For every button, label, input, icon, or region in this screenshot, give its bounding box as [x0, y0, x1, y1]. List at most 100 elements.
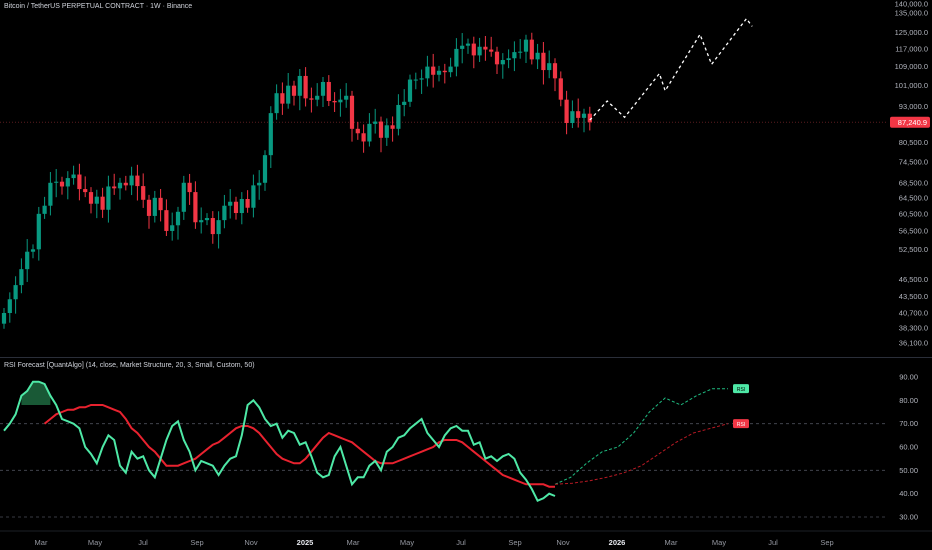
candle-body	[199, 220, 204, 223]
time-axis-label: Mar	[35, 538, 48, 547]
candle	[436, 65, 442, 82]
rsi-ma-forecast-line	[554, 423, 729, 485]
candle-body	[239, 199, 244, 214]
candle-body	[396, 104, 401, 129]
candle-body	[36, 213, 41, 250]
time-axis[interactable]: Mar May Jul Sep Nov 2025 Mar May Jul Sep Nov 2026 Ma…	[0, 530, 932, 547]
candle-body	[407, 79, 413, 102]
candle-body	[257, 182, 262, 186]
candle-body	[425, 66, 430, 79]
candle-body	[71, 174, 76, 179]
candle	[251, 174, 256, 218]
candle	[349, 90, 355, 142]
candle	[48, 172, 53, 216]
candle	[88, 187, 94, 214]
price-tick-label: 43,500.0	[899, 292, 928, 301]
rsi-ma-line	[43, 404, 555, 488]
candle	[100, 187, 105, 218]
candle-body	[552, 63, 558, 79]
rsi-line	[3, 380, 556, 502]
candle	[500, 53, 505, 79]
candle-body	[30, 249, 36, 252]
candle-body	[419, 78, 424, 80]
candle	[512, 41, 517, 72]
candle	[204, 213, 210, 226]
candle-body	[291, 85, 297, 96]
candle	[402, 89, 407, 117]
price-tick-label: 38,300.0	[899, 324, 928, 333]
candle	[54, 169, 59, 198]
candle-body	[460, 45, 465, 49]
candle	[529, 32, 534, 65]
candle	[558, 71, 563, 107]
candle-body	[158, 197, 163, 211]
candle-body	[564, 99, 569, 123]
candle-body	[320, 81, 326, 96]
candle	[344, 83, 349, 108]
candle	[210, 211, 215, 244]
price-pane[interactable]	[0, 17, 888, 329]
candle	[587, 106, 592, 131]
candle	[570, 100, 575, 129]
candle-body	[245, 199, 250, 208]
pane-divider[interactable]	[0, 357, 932, 358]
candle	[123, 175, 128, 191]
rsi-tick-label: 70.00	[899, 419, 918, 428]
time-axis-label: Sep	[820, 538, 833, 547]
rsi-tick-label: 40.00	[899, 489, 918, 498]
rsi-tick-label: 30.00	[899, 513, 918, 522]
time-axis-label: May	[400, 538, 414, 547]
candle-body	[19, 269, 24, 286]
candle-body	[541, 52, 546, 71]
ma-forecast-badge-label: RSI	[737, 422, 745, 428]
candle-body	[349, 95, 355, 129]
candle-body	[1, 313, 7, 324]
candle	[268, 106, 273, 168]
candle	[152, 190, 157, 223]
candle-body	[378, 121, 384, 138]
rsi-axis[interactable]: 30.00 40.00 50.00 60.00 70.00 80.00 90.00	[899, 373, 918, 522]
candle	[228, 189, 233, 219]
candle	[216, 211, 221, 249]
candle-body	[361, 133, 366, 142]
candle-body	[373, 121, 378, 124]
candle	[59, 176, 65, 195]
time-axis-label: Mar	[665, 538, 678, 547]
candle	[361, 124, 366, 153]
candle-body	[94, 196, 99, 204]
candle-body	[286, 85, 291, 104]
candle	[460, 33, 465, 64]
candle	[442, 63, 447, 84]
candle-body	[489, 49, 494, 52]
candle-body	[570, 111, 575, 123]
candle-body	[535, 52, 540, 60]
candle	[384, 118, 389, 146]
candle	[199, 207, 204, 234]
candle	[106, 175, 111, 223]
price-tick-label: 52,500.0	[899, 245, 928, 254]
candle-body	[344, 95, 349, 100]
candle-body	[251, 185, 256, 208]
price-tick-label: 101,000.0	[895, 81, 928, 90]
candle-body	[170, 225, 175, 231]
candle	[291, 80, 297, 106]
price-tick-label: 140,000.0	[895, 0, 928, 9]
candle-body	[42, 205, 47, 214]
time-axis-label: Mar	[347, 538, 360, 547]
candle-body	[262, 155, 268, 183]
price-tick-label: 125,000.0	[895, 28, 928, 37]
candle	[117, 177, 123, 200]
candle	[523, 34, 529, 63]
candle-body	[436, 70, 442, 75]
candle-body	[523, 39, 529, 52]
price-tick-label: 60,500.0	[899, 209, 928, 218]
rsi-pane[interactable]: RSI RSI	[0, 380, 888, 518]
candle	[274, 84, 279, 120]
candle	[1, 308, 7, 329]
price-tick-label: 36,100.0	[899, 339, 928, 348]
candle-body	[477, 46, 482, 56]
candle	[518, 39, 523, 59]
candle	[164, 199, 169, 237]
